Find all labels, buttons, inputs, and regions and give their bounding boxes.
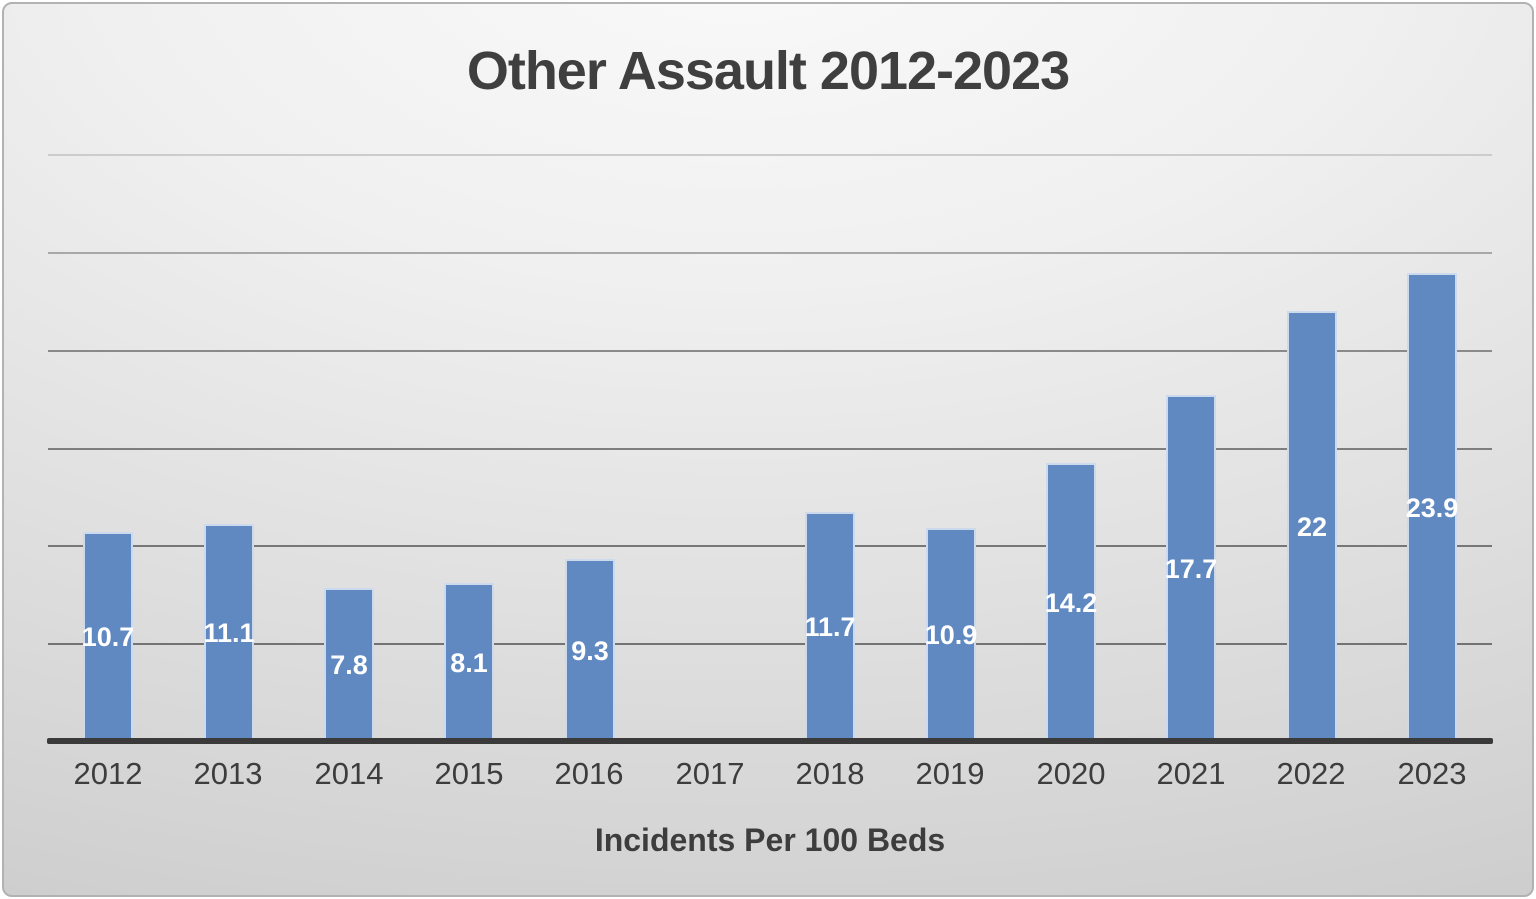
bar-data-label: 7.8 [330,650,368,680]
bar-data-label: 10.9 [924,620,978,650]
gridline-y-5 [48,643,1492,645]
x-axis-line [47,738,1493,744]
bar-data-label: 22 [1296,511,1328,542]
bar-2019: 10.9 [924,528,978,741]
bar-2021: 17.7 [1164,395,1218,741]
x-tick-label-2020: 2020 [1036,756,1106,791]
gridline-y-25 [48,252,1492,254]
x-tick-label-2022: 2022 [1276,756,1346,791]
gridline-y-15 [48,448,1492,450]
bar-2023: 23.9 [1405,273,1459,741]
gridline-y-20 [48,350,1492,352]
bar-2013: 11.1 [203,524,255,741]
bar-2015: 8.1 [444,583,494,741]
x-axis-title: Incidents Per 100 Beds [594,822,946,858]
bar-data-label: 14.2 [1044,587,1098,618]
bar-data-label: 11.7 [804,612,856,642]
bar-2014: 7.8 [324,588,374,741]
plot-area: 10.7 11.1 7.8 8.1 9.3 11.7 10.9 14.2 17.7 22 23.9 [48,154,1492,741]
bar-data-label: 10.7 [81,622,135,652]
bar-data-label: 8.1 [450,647,488,678]
x-tick-label-2023: 2023 [1397,756,1467,791]
x-tick-label-2014: 2014 [314,756,384,791]
gridline-y-10 [48,545,1492,547]
gridline-y-30 [48,154,1492,156]
x-tick-label-2018: 2018 [795,756,865,791]
bar-2020: 14.2 [1044,463,1098,741]
x-tick-label-2016: 2016 [554,756,624,791]
bar-data-label: 9.3 [571,635,609,666]
bar-2018: 11.7 [804,512,856,741]
x-tick-label-2017: 2017 [675,756,745,791]
x-axis-tick-labels: 2012 2013 2014 2015 2016 2017 2018 2019 2020 2021… [48,756,1492,798]
x-tick-label-2012: 2012 [73,756,143,791]
bar-data-label: 17.7 [1164,553,1218,584]
bar-2022: 22 [1287,311,1337,741]
bar-2012: 10.7 [81,532,135,741]
x-tick-label-2019: 2019 [915,756,985,791]
bar-data-label: 11.1 [203,618,255,648]
x-tick-label-2013: 2013 [193,756,263,791]
bar-2016: 9.3 [565,559,615,741]
x-tick-label-2015: 2015 [434,756,504,791]
x-tick-label-2021: 2021 [1156,756,1226,791]
bar-data-label: 23.9 [1405,492,1459,523]
chart-title: Other Assault 2012-2023 [466,41,1070,101]
